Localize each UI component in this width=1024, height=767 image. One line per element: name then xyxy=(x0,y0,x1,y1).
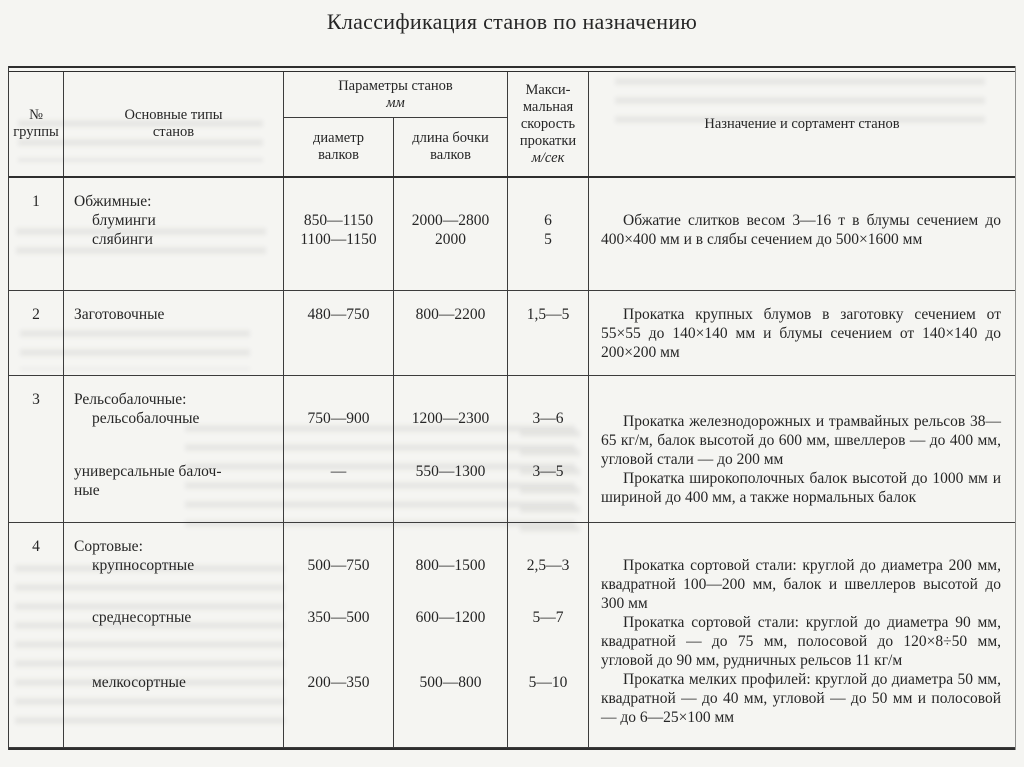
mill-type-item: слябинги xyxy=(92,231,153,248)
cell-max-speed: 1,5—5 xyxy=(508,291,589,375)
cell-barrel-length: 800—2200 xyxy=(394,291,508,375)
table-row: 1 Обжимные: блуминги слябинги 850—1150 1… xyxy=(9,178,1015,291)
header-main-types: Основные типы станов xyxy=(64,72,284,176)
purpose-paragraph: Прокатка железнодорожных и трамвайных ре… xyxy=(601,413,1001,468)
barrel-value: 800—1500 xyxy=(415,557,486,574)
barrel-value: 500—800 xyxy=(419,674,482,691)
diameter-value: 200—350 xyxy=(307,674,370,691)
cell-mill-types: Сортовые: крупносортные среднесортные ме… xyxy=(64,523,284,747)
cell-roll-diameter: 750—900 — xyxy=(284,376,394,522)
header-parameters-unit: мм xyxy=(386,94,405,111)
group-title: Сортовые: xyxy=(74,538,143,555)
header-parameters-label: Параметры станов xyxy=(338,77,453,94)
diameter-value: 480—750 xyxy=(307,306,370,323)
mill-type-item: крупносортные xyxy=(92,557,195,574)
speed-value: 3—5 xyxy=(532,463,564,480)
mill-type-item: блуминги xyxy=(92,212,156,229)
cell-max-speed: 3—6 3—5 xyxy=(508,376,589,522)
cell-mill-types: Заготовочные xyxy=(64,291,284,375)
header-max-speed-label: Макси- мальная скорость прокатки xyxy=(519,81,577,149)
diameter-value: 350—500 xyxy=(307,609,370,626)
mill-type-item: рельсобалочные xyxy=(92,410,200,427)
header-max-speed: Макси- мальная скорость прокатки м/сек xyxy=(508,72,589,176)
purpose-paragraph: Прокатка сортовой стали: круглой до диам… xyxy=(601,557,1001,612)
speed-value: 5 xyxy=(544,231,552,248)
barrel-value: 550—1300 xyxy=(415,463,486,480)
diameter-value: 750—900 xyxy=(307,410,370,427)
cell-group-no: 1 xyxy=(9,178,64,290)
diameter-value: 1100—1150 xyxy=(300,231,377,248)
cell-max-speed: 6 5 xyxy=(508,178,589,290)
speed-value: 3—6 xyxy=(532,410,564,427)
barrel-value: 1200—2300 xyxy=(411,410,490,427)
header-group-no: № группы xyxy=(9,72,64,176)
barrel-value: 2000 xyxy=(435,231,466,248)
purpose-paragraph: Обжатие слитков весом 3—16 т в блумы сеч… xyxy=(601,212,1001,248)
speed-value: 1,5—5 xyxy=(526,306,570,323)
cell-purpose: Обжатие слитков весом 3—16 т в блумы сеч… xyxy=(589,178,1015,290)
table-row: 3 Рельсобалочные: рельсобалочные универс… xyxy=(9,376,1015,523)
table-top-rule xyxy=(9,66,1015,72)
speed-value: 2,5—3 xyxy=(526,557,570,574)
header-parameters: Параметры станов мм диаметр валков длина… xyxy=(284,72,508,176)
header-purpose: Назначение и сортамент станов xyxy=(704,115,900,132)
cell-group-no: 4 xyxy=(9,523,64,747)
purpose-paragraph: Прокатка сортовой стали: круглой до диам… xyxy=(601,614,1001,669)
header-parameters-title: Параметры станов мм xyxy=(284,72,507,118)
barrel-value: 2000—2800 xyxy=(411,212,490,229)
cell-roll-diameter: 480—750 xyxy=(284,291,394,375)
table-header: № группы Основные типы станов Параметры … xyxy=(9,72,1015,178)
page-title: Классификация станов по назначению xyxy=(326,9,698,34)
header-barrel-length: длина бочки валков xyxy=(412,130,489,163)
header-max-speed-unit: м/сек xyxy=(531,149,565,166)
cell-barrel-length: 800—1500 600—1200 500—800 xyxy=(394,523,508,747)
cell-group-no: 2 xyxy=(9,291,64,375)
cell-roll-diameter: 500—750 350—500 200—350 xyxy=(284,523,394,747)
cell-mill-types: Рельсобалочные: рельсобалочные универсал… xyxy=(64,376,284,522)
group-title: Обжимные: xyxy=(74,193,152,210)
diameter-value: 500—750 xyxy=(307,557,370,574)
speed-value: 6 xyxy=(544,212,552,229)
cell-purpose: Прокатка сортовой стали: круглой до диам… xyxy=(589,523,1015,747)
header-roll-diameter: диаметр валков xyxy=(284,118,394,176)
cell-purpose: Прокатка крупных блумов в заготовку сече… xyxy=(589,291,1015,375)
cell-mill-types: Обжимные: блуминги слябинги xyxy=(64,178,284,290)
table-bottom-rule xyxy=(9,748,1015,750)
cell-barrel-length: 2000—2800 2000 xyxy=(394,178,508,290)
group-title: Рельсобалочные: xyxy=(74,391,187,408)
mill-type-item: универсальные балоч- ные xyxy=(74,463,222,499)
barrel-value: 800—2200 xyxy=(415,306,486,323)
classification-table: № группы Основные типы станов Параметры … xyxy=(8,66,1016,750)
purpose-paragraph: Прокатка крупных блумов в заготовку сече… xyxy=(601,306,1001,361)
cell-purpose: Прокатка железнодорожных и трамвайных ре… xyxy=(589,376,1015,522)
table-row: 2 Заготовочные 480—750 800—2200 1,5—5 Пр… xyxy=(9,291,1015,376)
mill-type-item: мелкосортные xyxy=(92,674,186,691)
cell-barrel-length: 1200—2300 550—1300 xyxy=(394,376,508,522)
diameter-value: 850—1150 xyxy=(303,212,374,229)
mill-type-item: среднесортные xyxy=(92,609,192,626)
purpose-paragraph: Прокатка широкополочных балок высотой до… xyxy=(601,470,1001,506)
speed-value: 5—10 xyxy=(528,674,568,691)
cell-group-no: 3 xyxy=(9,376,64,522)
barrel-value: 600—1200 xyxy=(415,609,486,626)
group-title: Заготовочные xyxy=(74,306,165,323)
header-parameters-subcolumns: диаметр валков длина бочки валков xyxy=(284,118,507,176)
purpose-paragraph: Прокатка мелких профилей: круглой до диа… xyxy=(601,671,1001,726)
speed-value: 5—7 xyxy=(532,609,564,626)
cell-max-speed: 2,5—3 5—7 5—10 xyxy=(508,523,589,747)
table-row: 4 Сортовые: крупносортные среднесортные … xyxy=(9,523,1015,748)
diameter-value: — xyxy=(330,463,347,480)
cell-roll-diameter: 850—1150 1100—1150 xyxy=(284,178,394,290)
